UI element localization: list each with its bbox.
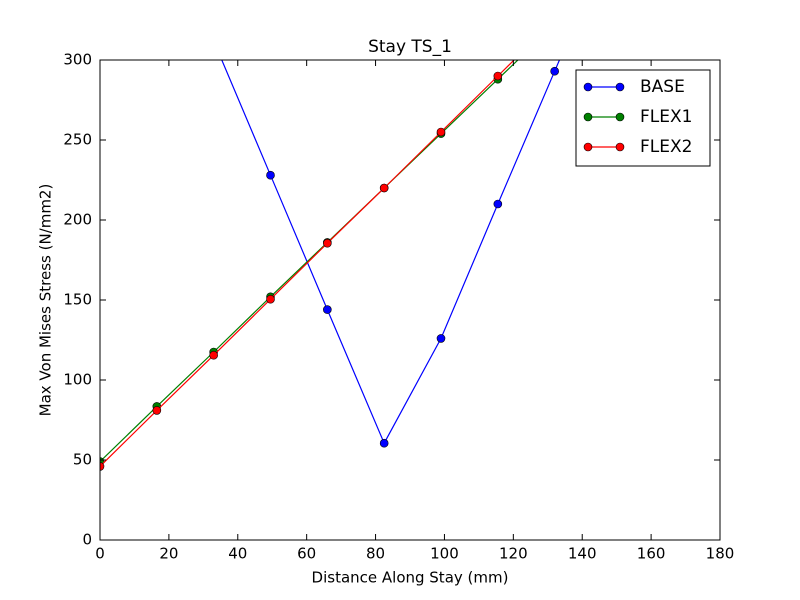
y-tick-label: 100 [63, 371, 92, 389]
data-point [266, 170, 275, 180]
series-line [221, 60, 561, 445]
y-tick-label: 50 [73, 451, 92, 469]
x-tick-label: 20 [159, 545, 178, 563]
legend-marker [615, 82, 625, 92]
data-point [379, 438, 389, 448]
x-axis-label: Distance Along Stay (mm) [312, 569, 509, 587]
y-tick-label: 150 [63, 291, 92, 309]
x-tick-label: 40 [228, 545, 247, 563]
legend-frame [575, 69, 711, 167]
data-point [436, 334, 446, 343]
data-point [493, 71, 503, 81]
x-tick-label: 160 [637, 545, 666, 563]
legend-marker [583, 142, 593, 152]
legend-label: FLEX1 [640, 107, 692, 127]
legend-marker [583, 112, 593, 122]
y-tick-label: 250 [63, 131, 92, 149]
x-tick-label: 0 [95, 545, 105, 563]
legend-marker [615, 112, 625, 122]
data-point [379, 183, 389, 193]
legend: BASE FLEX1 FLEX2 [575, 69, 711, 167]
x-tick-label: 80 [366, 545, 385, 563]
legend-label: FLEX2 [640, 137, 692, 157]
x-tick-label: 140 [568, 545, 597, 563]
x-tick-label: 180 [706, 545, 735, 563]
x-tick-label: 100 [430, 545, 459, 563]
legend-label: BASE [640, 77, 685, 97]
chart-title: Stay TS_1 [368, 37, 452, 57]
legend-marker [615, 142, 625, 152]
data-point [266, 294, 275, 304]
data-point [323, 238, 332, 248]
x-tick-label: 60 [297, 545, 316, 563]
y-tick-label: 0 [82, 531, 92, 549]
legend-marker [583, 82, 593, 92]
plot-area [100, 60, 561, 471]
data-point [209, 350, 218, 360]
data-point [436, 127, 446, 137]
data-point [100, 462, 105, 471]
data-point [493, 199, 503, 209]
x-tick-label: 120 [499, 545, 528, 563]
data-point [550, 66, 559, 76]
data-point [323, 305, 332, 314]
y-tick-label: 200 [63, 211, 92, 229]
y-axis-label: Max Von Mises Stress (N/mm2) [37, 184, 55, 417]
data-point [152, 406, 162, 415]
y-tick-label: 300 [63, 51, 92, 69]
